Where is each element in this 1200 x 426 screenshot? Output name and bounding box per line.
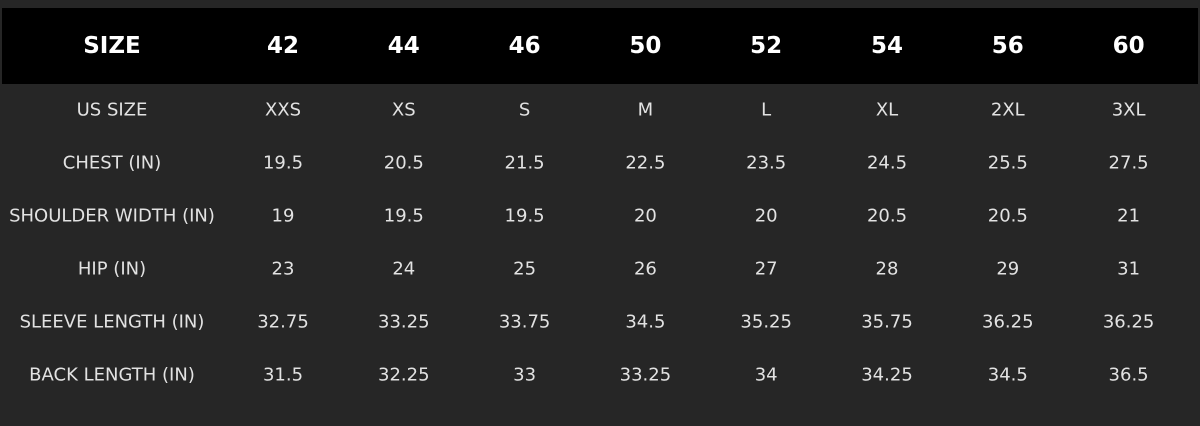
header-size: 50: [629, 33, 662, 59]
row-label: SHOULDER WIDTH (IN): [9, 205, 215, 227]
table-cell: 20.5: [987, 205, 1028, 227]
table-cell: 20.5: [383, 152, 424, 174]
table-cell: 21.5: [504, 152, 545, 174]
table-cell: 26: [633, 258, 657, 280]
table-cell: 36.5: [1108, 364, 1149, 386]
table-cell: 33.25: [619, 364, 672, 386]
row-label: BACK LENGTH (IN): [29, 364, 195, 386]
table-cell: 23.5: [746, 152, 787, 174]
table-cell: 19.5: [383, 205, 424, 227]
table-cell: 35.75: [861, 311, 913, 333]
table-cell: 34.5: [625, 311, 666, 333]
table-cell: 20: [754, 205, 778, 227]
header-size: 54: [870, 33, 904, 59]
table-cell: 20: [633, 205, 657, 227]
table-cell: 25.5: [987, 152, 1028, 174]
table-cell: 27.5: [1108, 152, 1149, 174]
table-cell: 32.75: [257, 311, 309, 333]
table-cell: 23: [271, 258, 295, 280]
header-size: 44: [387, 33, 420, 59]
table-cell: 34: [754, 364, 778, 386]
row-label: US SIZE: [76, 99, 148, 121]
table-cell: 32.25: [378, 364, 430, 386]
table-cell: 19.5: [262, 152, 304, 174]
table-cell: M: [637, 99, 654, 121]
row-label: SLEEVE LENGTH (IN): [19, 311, 205, 333]
table-cell: 24: [392, 258, 416, 280]
table-cell: 31: [1117, 258, 1141, 280]
header-size: 42: [266, 33, 300, 59]
table-cell: S: [518, 99, 531, 121]
table-cell: 35.25: [740, 311, 792, 333]
table-cell: XS: [391, 99, 416, 121]
table-cell: 2XL: [990, 99, 1025, 121]
table-cell: 31.5: [262, 364, 304, 386]
table-cell: 19: [271, 205, 295, 227]
header-label: SIZE: [83, 33, 141, 59]
table-cell: 24.5: [866, 152, 908, 174]
table-cell: XXS: [264, 99, 302, 121]
table-cell: 22.5: [625, 152, 666, 174]
table-cell: 3XL: [1111, 99, 1146, 121]
table-cell: L: [761, 99, 772, 121]
table-cell: 33: [513, 364, 537, 386]
table-cell: 21: [1117, 205, 1141, 227]
table-cell: 36.25: [1102, 311, 1155, 333]
row-label: HIP (IN): [77, 258, 147, 280]
table-cell: 33.75: [498, 311, 551, 333]
table-cell: 36.25: [982, 311, 1034, 333]
table-cell: 28: [875, 258, 899, 280]
header-size: 46: [508, 33, 541, 59]
header-size: 56: [991, 33, 1024, 59]
table-cell: 25: [513, 258, 537, 280]
table-cell: 34.5: [987, 364, 1028, 386]
row-label: CHEST (IN): [62, 152, 162, 174]
header-size: 60: [1112, 33, 1145, 59]
table-cell: 34.25: [861, 364, 913, 386]
table-cell: 29: [996, 258, 1020, 280]
table-cell: XL: [875, 99, 899, 121]
header-size: 52: [750, 33, 783, 59]
table-cell: 33.25: [378, 311, 430, 333]
header-band: [2, 8, 1198, 84]
table-cell: 19.5: [504, 205, 545, 227]
table-cell: 20.5: [866, 205, 908, 227]
table-cell: 27: [754, 258, 778, 280]
